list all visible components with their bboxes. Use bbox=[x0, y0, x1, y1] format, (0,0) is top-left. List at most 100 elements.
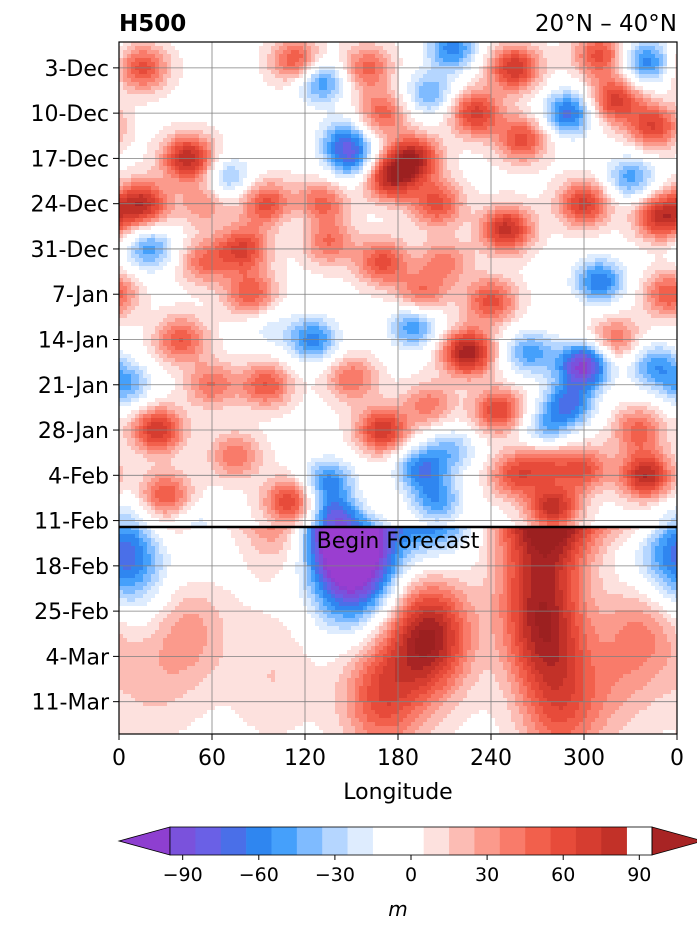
field-cell bbox=[527, 74, 532, 79]
field-cell bbox=[671, 46, 676, 51]
field-cell bbox=[583, 118, 588, 123]
field-cell bbox=[231, 182, 236, 187]
field-cell bbox=[395, 142, 400, 147]
field-cell bbox=[399, 54, 404, 59]
field-cell bbox=[163, 62, 168, 67]
field-cell bbox=[179, 70, 184, 75]
field-cell bbox=[151, 110, 156, 115]
field-cell bbox=[283, 122, 288, 127]
field-cell bbox=[223, 178, 228, 183]
field-cell bbox=[351, 150, 356, 155]
field-cell bbox=[479, 122, 484, 127]
field-cell bbox=[583, 170, 588, 175]
field-cell bbox=[127, 42, 132, 47]
field-cell bbox=[603, 114, 608, 119]
field-cell bbox=[127, 90, 132, 95]
field-cell bbox=[367, 158, 372, 163]
field-cell bbox=[307, 70, 312, 75]
field-cell bbox=[275, 182, 280, 187]
field-cell bbox=[287, 46, 292, 51]
field-cell bbox=[291, 178, 296, 183]
field-cell bbox=[523, 178, 528, 183]
field-cell bbox=[239, 154, 244, 159]
field-cell bbox=[135, 158, 140, 163]
field-cell bbox=[451, 146, 456, 151]
field-cell bbox=[359, 58, 364, 63]
field-cell bbox=[547, 166, 552, 171]
field-cell bbox=[623, 170, 628, 175]
field-cell bbox=[123, 146, 128, 151]
field-cell bbox=[123, 170, 128, 175]
field-cell bbox=[239, 114, 244, 119]
field-cell bbox=[227, 154, 232, 159]
field-cell bbox=[467, 142, 472, 147]
field-cell bbox=[347, 46, 352, 51]
field-cell bbox=[395, 62, 400, 67]
field-cell bbox=[391, 158, 396, 163]
field-cell bbox=[619, 70, 624, 75]
field-cell bbox=[559, 98, 564, 103]
field-cell bbox=[227, 150, 232, 155]
field-cell bbox=[579, 146, 584, 151]
field-cell bbox=[611, 150, 616, 155]
field-cell bbox=[187, 86, 192, 91]
field-cell bbox=[139, 58, 144, 63]
field-cell bbox=[191, 46, 196, 51]
field-cell bbox=[403, 138, 408, 143]
field-cell bbox=[523, 134, 528, 139]
field-cell bbox=[511, 114, 516, 119]
field-cell bbox=[291, 174, 296, 179]
field-cell bbox=[203, 130, 208, 135]
field-cell bbox=[495, 78, 500, 83]
field-cell bbox=[311, 106, 316, 111]
field-cell bbox=[503, 42, 508, 47]
field-cell bbox=[451, 54, 456, 59]
field-cell bbox=[511, 90, 516, 95]
field-cell bbox=[251, 82, 256, 87]
field-cell bbox=[603, 126, 608, 131]
field-cell bbox=[663, 142, 668, 147]
field-cell bbox=[643, 138, 648, 143]
field-cell bbox=[583, 86, 588, 91]
field-cell bbox=[503, 46, 508, 51]
field-cell bbox=[559, 54, 564, 59]
field-cell bbox=[487, 106, 492, 111]
field-cell bbox=[367, 118, 372, 123]
field-cell bbox=[503, 50, 508, 55]
field-cell bbox=[671, 162, 676, 167]
field-cell bbox=[459, 50, 464, 55]
field-cell bbox=[591, 78, 596, 83]
field-cell bbox=[663, 134, 668, 139]
field-cell bbox=[363, 150, 368, 155]
field-cell bbox=[391, 50, 396, 55]
field-cell bbox=[579, 150, 584, 155]
field-cell bbox=[575, 98, 580, 103]
field-cell bbox=[143, 162, 148, 167]
field-cell bbox=[483, 154, 488, 159]
field-cell bbox=[271, 110, 276, 115]
field-cell bbox=[603, 102, 608, 107]
field-cell bbox=[399, 86, 404, 91]
field-cell bbox=[399, 94, 404, 99]
field-cell bbox=[263, 94, 268, 99]
field-cell bbox=[319, 134, 324, 139]
field-cell bbox=[355, 122, 360, 127]
field-cell bbox=[155, 74, 160, 79]
field-cell bbox=[431, 146, 436, 151]
field-cell bbox=[659, 62, 664, 67]
field-cell bbox=[139, 82, 144, 87]
field-cell bbox=[379, 162, 384, 167]
field-cell bbox=[655, 126, 660, 131]
field-cell bbox=[531, 178, 536, 183]
field-cell bbox=[479, 98, 484, 103]
field-cell bbox=[511, 130, 516, 135]
field-cell bbox=[607, 126, 612, 131]
field-cell bbox=[239, 130, 244, 135]
field-cell bbox=[615, 174, 620, 179]
field-cell bbox=[675, 174, 677, 179]
field-cell bbox=[403, 54, 408, 59]
field-cell bbox=[611, 46, 616, 51]
field-cell bbox=[407, 134, 412, 139]
field-cell bbox=[503, 134, 508, 139]
field-cell bbox=[523, 42, 528, 47]
